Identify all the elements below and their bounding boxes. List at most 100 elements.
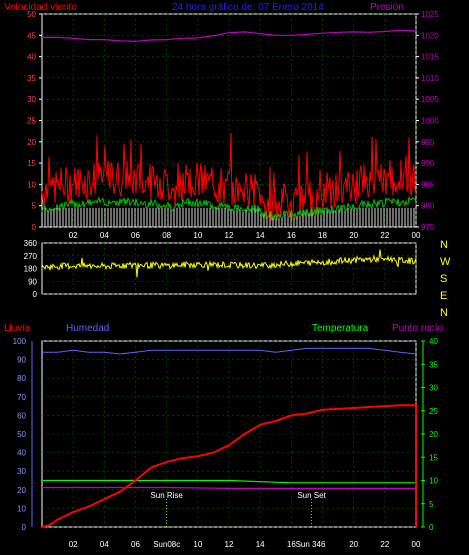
rain-label: Lluvia — [4, 323, 31, 334]
dewpoint-line — [42, 486, 416, 489]
wind-tick-label: 25 — [27, 117, 36, 126]
wind-speed-label: Velocidad viento — [4, 2, 77, 13]
pressure-tick-label: 980 — [421, 202, 435, 211]
hour-tick-label: 14 — [256, 540, 265, 549]
wind-speed-series — [41, 132, 417, 227]
temperature-tick-label: 20 — [429, 430, 438, 439]
pressure-tick-label: 1010 — [421, 74, 439, 83]
pressure-axis: 975 980 985 990 995 1000 1005 1010 1015 1020 1025 — [416, 10, 439, 232]
wind-direction-grid — [42, 242, 417, 295]
wind-tick-label: 20 — [27, 138, 36, 147]
wind-tick-label: 0 — [32, 223, 37, 232]
wind-time-axis: 02 04 06 08 10 12 14 16 18 20 22 00 — [69, 231, 421, 240]
temperature-axis: 0 5 10 15 20 25 30 35 40 — [421, 337, 438, 532]
compass-letter: W — [440, 256, 451, 268]
pressure-tick-label: 975 — [421, 223, 435, 232]
hour-tick-label: 16 — [287, 540, 296, 549]
rain-humidity-series — [41, 347, 417, 528]
temperature-tick-label: 0 — [429, 523, 434, 532]
hour-tick-label: 20 — [349, 540, 358, 549]
rain-tick-label: 10 — [17, 504, 26, 513]
rain-time-axis: 02 04 06 Sun08c 10 12 14 16 Sun 346 20 22 00 — [69, 540, 421, 549]
sun-marker-label: Sun Rise — [150, 491, 183, 500]
pressure-tick-label: 1025 — [421, 10, 439, 19]
wind-tick-label: 10 — [27, 180, 36, 189]
hour-tick-label: 00 — [412, 540, 421, 549]
wind-direction-axis: 0 90 180 270 360 — [24, 239, 38, 299]
wind-direction-series — [41, 249, 417, 278]
hour-tick-label: 14 — [256, 231, 265, 240]
temperature-tick-label: 15 — [429, 453, 438, 462]
pressure-tick-label: 995 — [421, 138, 435, 147]
humidity-line — [42, 347, 417, 355]
hour-tick-label: 18 — [318, 231, 327, 240]
hour-tick-label: 00 — [412, 231, 421, 240]
humidity-label: Humedad — [66, 323, 109, 334]
direction-tick-label: 270 — [24, 252, 38, 261]
hour-tick-label: 10 — [193, 540, 202, 549]
rain-tick-label: 100 — [13, 337, 27, 346]
pressure-label: Presión — [370, 2, 404, 13]
wind-average-line — [41, 195, 417, 221]
hour-tick-label: 02 — [69, 231, 78, 240]
direction-tick-label: 0 — [33, 290, 38, 299]
temperature-tick-label: 40 — [429, 337, 438, 346]
temperature-label: Temperatura — [312, 323, 369, 334]
pressure-tick-label: 1020 — [421, 31, 439, 40]
rain-tick-label: 80 — [17, 374, 26, 383]
dewpoint-label: Punto rocío — [392, 323, 444, 334]
rain-tick-label: 90 — [17, 356, 26, 365]
rain-tick-label: 30 — [17, 467, 26, 476]
rain-line — [41, 404, 417, 528]
wind-tick-label: 30 — [27, 95, 36, 104]
hour-tick-label: 12 — [225, 231, 234, 240]
hour-tick-label: 22 — [380, 231, 389, 240]
compass-letter: N — [440, 239, 448, 251]
wind-speed-axis: 0 5 10 15 20 25 30 35 40 45 50 — [27, 10, 42, 232]
temperature-tick-label: 10 — [429, 477, 438, 486]
hour-tick-label: 12 — [225, 540, 234, 549]
compass-letter: S — [440, 273, 447, 285]
rain-tick-label: 40 — [17, 449, 26, 458]
pressure-tick-label: 1005 — [421, 95, 439, 104]
pressure-tick-label: 985 — [421, 180, 435, 189]
hour-tick-label: Sun08c — [153, 540, 180, 549]
direction-tick-label: 180 — [24, 265, 38, 274]
hour-tick-label: 02 — [69, 540, 78, 549]
wind-tick-label: 50 — [27, 10, 36, 19]
wind-gust-line — [41, 132, 417, 222]
pressure-line — [42, 29, 417, 42]
rain-tick-label: 60 — [17, 411, 26, 420]
rain-tick-label: 20 — [17, 486, 26, 495]
temperature-line — [42, 479, 416, 484]
hour-tick-label: 04 — [100, 540, 109, 549]
wind-tick-label: 15 — [27, 159, 36, 168]
hour-tick-label: 22 — [380, 540, 389, 549]
temperature-tick-label: 5 — [429, 500, 434, 509]
hour-tick-label: 16 — [287, 231, 296, 240]
wind-tick-label: 35 — [27, 74, 36, 83]
hour-tick-label: 10 — [193, 231, 202, 240]
rain-tick-label: 70 — [17, 393, 26, 402]
wind-tick-label: 40 — [27, 53, 36, 62]
wind-direction-line — [41, 249, 417, 278]
pressure-tick-label: 990 — [421, 159, 435, 168]
direction-tick-label: 90 — [28, 277, 37, 286]
hour-tick-label: 06 — [131, 540, 140, 549]
hour-tick-label: 20 — [349, 231, 358, 240]
pressure-tick-label: 1015 — [421, 53, 439, 62]
hour-tick-label: Sun 346 — [296, 540, 326, 549]
rain-humidity-axis: 0 10 20 30 40 50 60 70 80 90 100 — [13, 337, 33, 532]
wind-tick-label: 45 — [27, 31, 36, 40]
sun-marker-label: Sun Set — [297, 491, 326, 500]
wind-pressure-grid — [42, 13, 417, 228]
hour-tick-label: 06 — [131, 231, 140, 240]
rain-tick-label: 50 — [17, 430, 26, 439]
pressure-series — [42, 29, 417, 42]
temperature-tick-label: 30 — [429, 384, 438, 393]
compass-letter: E — [440, 290, 447, 302]
direction-tick-label: 360 — [24, 239, 38, 248]
hour-tick-label: 04 — [100, 231, 109, 240]
